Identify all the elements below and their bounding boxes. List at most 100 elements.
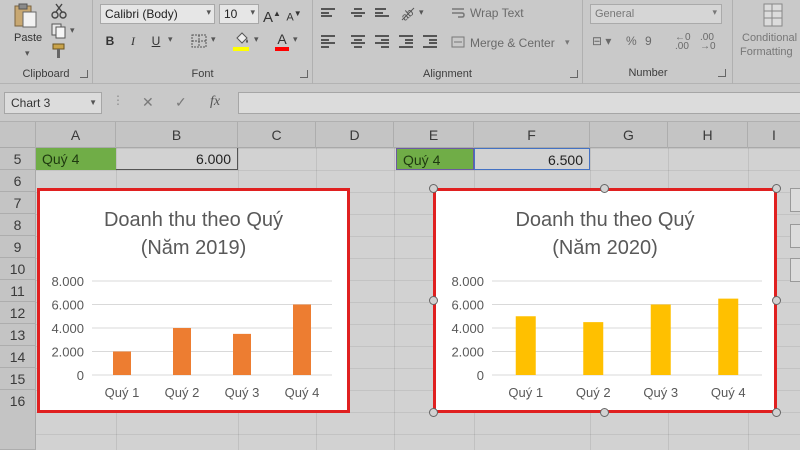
- column-header-e[interactable]: E: [394, 122, 474, 148]
- font-size-select[interactable]: 10 ▾: [219, 4, 259, 24]
- cut-icon[interactable]: [50, 2, 68, 20]
- insert-function-button[interactable]: fx: [210, 94, 221, 109]
- increase-indent-icon[interactable]: [423, 35, 437, 48]
- bold-button[interactable]: B: [105, 34, 115, 48]
- cell-b5[interactable]: 6.000: [116, 148, 238, 170]
- wrap-text-icon[interactable]: [451, 6, 465, 20]
- decrease-decimal-icon[interactable]: .00 →0: [700, 32, 716, 52]
- column-header-b[interactable]: B: [116, 122, 238, 148]
- align-middle-icon[interactable]: [351, 8, 365, 20]
- number-launcher-icon[interactable]: [718, 69, 726, 77]
- row-header-5[interactable]: 5: [0, 148, 36, 170]
- alignment-launcher-icon[interactable]: [570, 70, 578, 78]
- conditional-formatting-label-1[interactable]: Conditional: [742, 32, 798, 44]
- cell-a5[interactable]: Quý 4: [36, 148, 116, 170]
- number-format-select[interactable]: General ▾: [590, 4, 722, 24]
- conditional-formatting-label-2[interactable]: Formatting: [740, 46, 793, 58]
- resize-handle-bottom-left[interactable]: [429, 408, 438, 417]
- copy-dropdown-icon[interactable]: ▾: [70, 25, 75, 35]
- wrap-text-button[interactable]: Wrap Text: [470, 6, 524, 20]
- align-top-icon[interactable]: [321, 8, 335, 20]
- merge-center-dropdown-icon[interactable]: ▾: [565, 37, 570, 47]
- enter-icon[interactable]: ✓: [175, 94, 187, 110]
- underline-button[interactable]: U: [151, 34, 161, 48]
- column-header-a[interactable]: A: [36, 122, 116, 148]
- row-header-7[interactable]: 7: [0, 192, 36, 214]
- cancel-icon[interactable]: ✕: [142, 94, 154, 110]
- chart-2019[interactable]: Doanh thu theo Quý (Năm 2019) 0 2.000 4.00…: [37, 188, 350, 413]
- shrink-font-button[interactable]: A▼: [286, 9, 302, 24]
- chart-2019-bar-4[interactable]: [293, 304, 311, 376]
- number-format-dropdown-icon[interactable]: ▾: [712, 7, 717, 17]
- chart-2020-bar-4[interactable]: [718, 298, 739, 375]
- chart-2020[interactable]: Doanh thu theo Quý (Năm 2020) 0 2.000 4.00…: [433, 188, 777, 413]
- resize-handle-bottom-right[interactable]: [772, 408, 781, 417]
- align-left-icon[interactable]: [321, 35, 335, 48]
- chart-2020-bar-1[interactable]: [515, 316, 536, 375]
- orientation-dropdown-icon[interactable]: ▾: [419, 7, 424, 17]
- chart-styles-button[interactable]: [790, 224, 800, 248]
- accounting-format-icon[interactable]: ⊟ ▾: [592, 34, 612, 48]
- increase-decimal-icon[interactable]: ←0.00: [675, 32, 691, 52]
- resize-handle-left[interactable]: [429, 296, 438, 305]
- borders-icon[interactable]: [191, 34, 207, 48]
- row-header-12[interactable]: 12: [0, 302, 36, 324]
- cell-f5[interactable]: 6.500: [474, 148, 590, 170]
- resize-handle-top-left[interactable]: [429, 184, 438, 193]
- chart-2019-bar-1[interactable]: [113, 351, 131, 376]
- name-box[interactable]: Chart 3 ▼: [4, 92, 102, 114]
- chart-2020-title-line1[interactable]: Doanh thu theo Quý: [515, 209, 695, 231]
- clipboard-launcher-icon[interactable]: [80, 70, 88, 78]
- chart-filters-button[interactable]: [790, 258, 800, 282]
- chart-2019-title-line2[interactable]: (Năm 2019): [140, 237, 247, 259]
- resize-handle-bottom[interactable]: [600, 408, 609, 417]
- paste-icon[interactable]: [12, 2, 38, 28]
- cell-e5[interactable]: Quý 4: [396, 148, 474, 170]
- row-header-11[interactable]: 11: [0, 280, 36, 302]
- borders-dropdown-icon[interactable]: ▾: [211, 34, 216, 44]
- format-painter-icon[interactable]: [50, 42, 68, 60]
- chart-2020-bar-2[interactable]: [583, 322, 604, 375]
- merge-center-button[interactable]: Merge & Center: [470, 36, 555, 50]
- row-header-16[interactable]: 16: [0, 390, 36, 450]
- font-color-button[interactable]: A: [277, 31, 287, 47]
- paste-button[interactable]: Paste: [14, 32, 43, 44]
- chart-2019-plot[interactable]: 0 2.000 4.000 6.000 8.000 Quý 1 Quý 2 Quý 3 Quý …: [40, 191, 347, 410]
- comma-style-icon[interactable]: 9: [645, 34, 652, 48]
- font-launcher-icon[interactable]: [300, 70, 308, 78]
- row-header-10[interactable]: 10: [0, 258, 36, 280]
- chart-2019-bar-3[interactable]: [233, 333, 251, 375]
- chart-elements-button[interactable]: [790, 188, 800, 212]
- merge-center-icon[interactable]: [451, 35, 465, 49]
- chart-2020-title-line2[interactable]: (Năm 2020): [552, 237, 658, 259]
- row-header-14[interactable]: 14: [0, 346, 36, 368]
- chart-2020-bar-3[interactable]: [650, 304, 671, 376]
- font-name-select[interactable]: Calibri (Body) ▾: [100, 4, 215, 24]
- paste-dropdown-icon[interactable]: ▾: [25, 48, 30, 58]
- row-header-15[interactable]: 15: [0, 368, 36, 390]
- font-color-dropdown-icon[interactable]: ▾: [293, 34, 298, 44]
- underline-dropdown-icon[interactable]: ▾: [168, 34, 173, 44]
- resize-handle-top[interactable]: [600, 184, 609, 193]
- resize-handle-top-right[interactable]: [772, 184, 781, 193]
- column-header-f[interactable]: F: [474, 122, 590, 148]
- grow-font-button[interactable]: A▲: [263, 9, 281, 26]
- column-header-d[interactable]: D: [316, 122, 394, 148]
- row-header-6[interactable]: 6: [0, 170, 36, 192]
- font-name-dropdown-icon[interactable]: ▾: [206, 7, 211, 17]
- resize-handle-right[interactable]: [772, 296, 781, 305]
- chart-2019-bar-2[interactable]: [173, 328, 191, 375]
- percent-style-icon[interactable]: %: [626, 34, 637, 48]
- conditional-formatting-icon[interactable]: [760, 2, 786, 28]
- chart-2020-plot[interactable]: 0 2.000 4.000 6.000 8.000 Quý 1 Quý 2 Quý 3 Quý …: [436, 191, 774, 410]
- row-header-13[interactable]: 13: [0, 324, 36, 346]
- font-size-dropdown-icon[interactable]: ▾: [250, 7, 255, 17]
- name-box-dropdown-icon[interactable]: ▼: [89, 98, 97, 107]
- row-header-9[interactable]: 9: [0, 236, 36, 258]
- align-right-icon[interactable]: [375, 35, 389, 48]
- fill-color-icon[interactable]: [233, 30, 251, 46]
- align-bottom-icon[interactable]: [375, 8, 389, 20]
- row-header-8[interactable]: 8: [0, 214, 36, 236]
- column-header-i[interactable]: I: [772, 127, 776, 143]
- copy-icon[interactable]: [50, 22, 68, 40]
